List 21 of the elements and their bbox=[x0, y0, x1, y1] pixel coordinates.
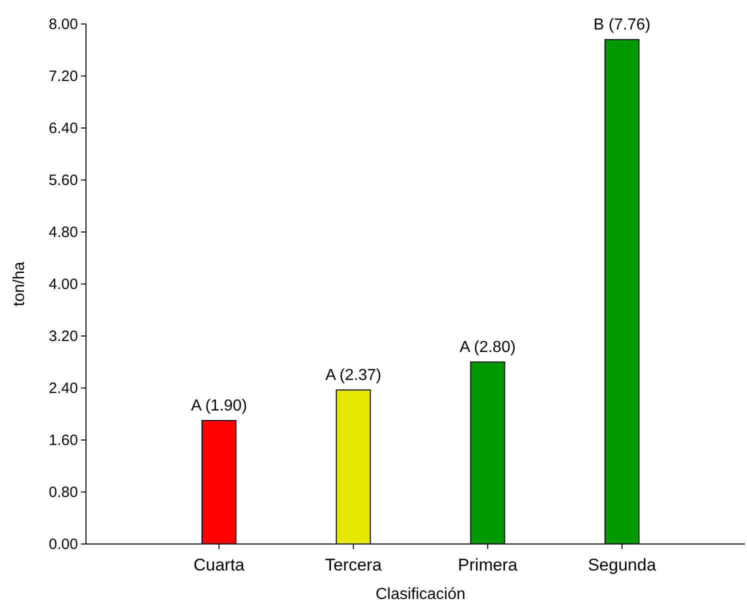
data-label: A (1.90) bbox=[190, 398, 248, 414]
y-tick-label: 0.00 bbox=[48, 536, 78, 553]
y-tick-label: 7.20 bbox=[48, 68, 78, 85]
y-tick-label: 0.80 bbox=[48, 484, 78, 501]
x-tick-label: Tercera bbox=[324, 556, 382, 575]
y-tick-label: 4.00 bbox=[48, 276, 78, 293]
y-tick-label: 4.80 bbox=[48, 224, 78, 241]
data-label: A (2.80) bbox=[460, 339, 516, 356]
y-tick-label: 3.20 bbox=[48, 328, 78, 345]
y-tick-label: 5.60 bbox=[48, 172, 78, 189]
data-label: A (2.37) bbox=[325, 366, 382, 384]
y-axis-title: ton/ha bbox=[11, 262, 28, 306]
x-axis-title: Clasificación bbox=[376, 586, 466, 603]
data-label: B (7.76) bbox=[594, 16, 650, 34]
y-tick-label: 2.40 bbox=[48, 380, 78, 397]
y-tick-label: 6.40 bbox=[48, 120, 78, 137]
x-tick-label: Primera bbox=[458, 556, 518, 575]
y-tick-label: 1.60 bbox=[48, 432, 78, 449]
x-tick-label: Segunda bbox=[588, 556, 657, 575]
x-tick-label: Cuarta bbox=[193, 556, 246, 575]
y-tick-label: 8.00 bbox=[48, 16, 78, 33]
